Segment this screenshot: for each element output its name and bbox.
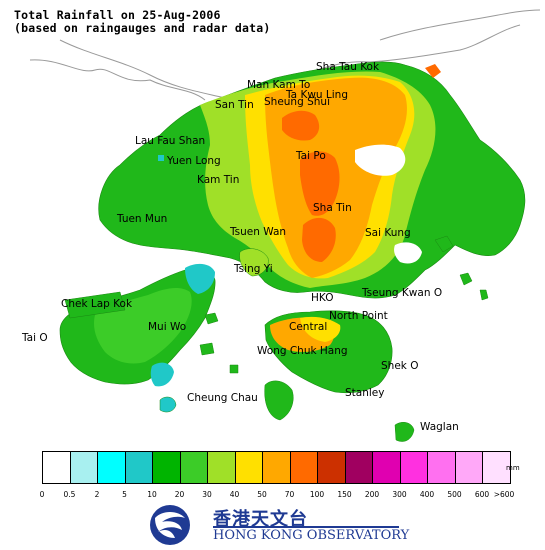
port-shelter [394,242,422,264]
legend-tick-label: 150 [337,490,352,499]
legend-unit: mm [506,464,520,472]
place-label-sha-tin: Sha Tin [313,202,352,214]
place-label-tai-o: Tai O [22,332,48,344]
legend-swatch [427,451,456,484]
rain-zone-70c [302,217,336,262]
legend-tick-label: 200 [364,490,380,499]
small-island-2 [229,364,239,374]
legend-tick-label: 10 [147,490,157,499]
legend-tick-label: 30 [202,490,212,499]
legend-swatch [289,451,318,484]
hko-logo-icon [150,505,190,545]
legend-swatch [207,451,236,484]
legend-tick-label: 300 [392,490,407,499]
place-label-lau-fau-shan: Lau Fau Shan [135,135,206,147]
legend-swatch [454,451,483,484]
coastline-ne [379,9,541,41]
tolo-harbour [355,144,406,176]
legend-tick-label: 100 [309,490,325,499]
coastline-north [29,59,206,101]
place-label-tsing-yi: Tsing Yi [234,263,273,275]
place-label-waglan: Waglan [420,421,459,433]
hko-divider [213,526,399,528]
chek-lap-kok [64,291,126,319]
place-label-hko: HKO [311,292,334,304]
place-label-wong-chuk-hang: Wong Chuk Hang [257,345,348,357]
legend-swatch [234,451,263,484]
hk-island-zone-40 [300,316,341,342]
place-label-sheung-shui: Sheung Shui [264,96,330,108]
place-label-yuen-long: Yuen Long [167,155,221,167]
rain-zone-70a [282,110,320,141]
place-label-man-kam-to: Man Kam To [247,79,311,91]
legend-swatch [42,451,71,484]
legend-tick-label: 40 [229,490,240,499]
legend-tick-label: 0 [39,490,45,499]
legend-swatch [317,451,346,484]
legend-swatch [152,451,181,484]
place-label-sha-tau-kok: Sha Tau Kok [316,61,380,73]
tsing-yi [239,248,269,277]
sai-kung-islands [434,235,489,301]
legend-tick-label: 5 [122,490,127,499]
legend-swatch [69,451,98,484]
place-label-sai-kung: Sai Kung [365,227,411,239]
legend-tick-label: 20 [174,490,185,499]
map-subtitle: (based on raingauges and radar data) [14,21,271,35]
cheung-chau [159,396,177,413]
place-label-central: Central [289,321,328,333]
legend-swatch [372,451,401,484]
legend-tick-label: 70 [284,490,295,499]
lamma-island [264,380,294,421]
map-title: Total Rainfall on 25-Aug-2006 [14,8,221,22]
hko-name-chinese: 香港天文台 [213,509,308,530]
place-label-stanley: Stanley [345,387,385,399]
place-label-tsuen-wan: Tsuen Wan [230,226,287,238]
place-label-ta-kwu-ling: Ta Kwu Ling [286,89,349,101]
legend-swatch [179,451,208,484]
place-label-shek-o: Shek O [381,360,419,372]
po-toi [394,422,415,442]
rain-zone-5a [158,155,164,161]
peng-chau [204,312,219,325]
legend-swatch [97,451,126,484]
legend-swatch [399,451,428,484]
lantau-zone-5b [150,362,174,387]
place-label-mui-wo: Mui Wo [148,321,187,333]
place-label-north-point: North Point [329,310,388,322]
place-label-kam-tin: Kam Tin [197,174,240,186]
place-label-chek-lap-kok: Chek Lap Kok [61,298,133,310]
legend-swatch [124,451,153,484]
place-label-tseung-kwan-o: Tseung Kwan O [362,287,443,299]
place-label-cheung-chau: Cheung Chau [187,392,258,404]
legend-tick-label: 500 [447,490,462,499]
legend-tick-label: 2 [94,490,100,499]
legend-tick-label: 50 [257,490,267,499]
legend-swatch [482,451,511,484]
legend-tick-label: 0.5 [63,490,76,499]
sha-tau-kok-north [425,64,441,78]
small-island-1 [199,342,215,356]
legend-swatch [262,451,291,484]
legend-tick-label: 600 [474,490,490,499]
legend-swatch [344,451,373,484]
legend-tick-label: 400 [419,490,435,499]
legend-tick-label: >600 [493,490,515,499]
rain-zone-70b [300,151,340,216]
lantau-zone-5 [185,263,215,294]
place-label-tai-po: Tai Po [296,150,326,162]
hko-name-english: HONG KONG OBSERVATORY [213,528,410,543]
place-label-san-tin: San Tin [215,99,254,111]
place-label-tuen-mun: Tuen Mun [117,213,168,225]
